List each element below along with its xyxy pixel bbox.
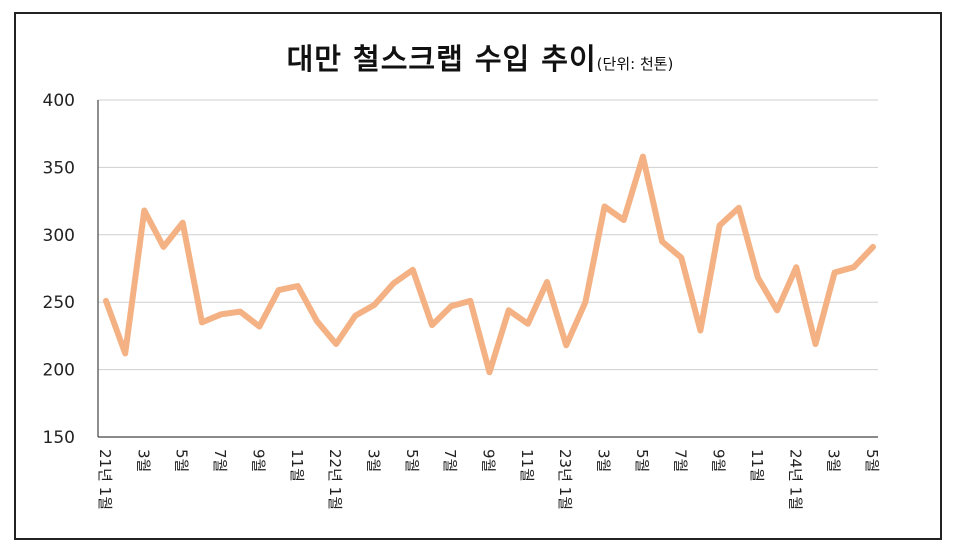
x-tick-label: 21년 1월: [96, 449, 114, 510]
data-point: [391, 280, 397, 286]
data-point: [697, 328, 703, 334]
data-point: [295, 283, 301, 289]
data-point: [870, 244, 876, 250]
x-tick-label: 24년 1월: [786, 449, 804, 510]
data-point: [851, 264, 857, 270]
data-point: [563, 342, 569, 348]
x-tick-label: 7월: [671, 449, 689, 472]
x-tick-label: 9월: [710, 449, 728, 472]
data-point: [352, 313, 358, 319]
y-tick-label: 250: [43, 293, 75, 313]
data-point: [161, 244, 167, 250]
x-tick-label: 11월: [288, 449, 306, 482]
x-tick-label: 3월: [364, 449, 382, 472]
data-point: [429, 322, 435, 328]
data-point: [774, 307, 780, 313]
data-point: [582, 299, 588, 305]
data-point: [467, 298, 473, 304]
x-tick-label: 3월: [595, 449, 613, 472]
x-tick-label: 3월: [134, 449, 152, 472]
data-point: [793, 264, 799, 270]
data-point: [812, 341, 818, 347]
data-point: [621, 217, 627, 223]
data-point: [544, 279, 550, 285]
x-tick-label: 5월: [863, 449, 881, 472]
data-point: [103, 298, 109, 304]
data-point: [276, 287, 282, 293]
data-point: [180, 220, 186, 226]
data-point: [448, 303, 454, 309]
chart-title: 대만 철스크랩 수입 추이(단위: 천톤): [0, 36, 960, 78]
x-tick-label: 9월: [249, 449, 267, 472]
chart-title-text: 대만 철스크랩 수입 추이: [286, 42, 597, 76]
data-point: [410, 267, 416, 273]
data-point: [832, 270, 838, 276]
data-point: [256, 323, 262, 329]
data-point: [237, 309, 243, 315]
data-point: [525, 321, 531, 327]
x-tick-label: 7월: [211, 449, 229, 472]
x-tick-label: 5월: [633, 449, 651, 472]
data-point: [141, 208, 147, 214]
data-point: [640, 154, 646, 160]
y-tick-label: 150: [43, 428, 75, 448]
data-point: [678, 255, 684, 261]
y-tick-label: 300: [43, 226, 75, 246]
data-point: [122, 350, 128, 356]
data-point: [506, 307, 512, 313]
data-point: [487, 369, 493, 375]
y-tick-label: 200: [43, 361, 75, 381]
x-tick-label: 3월: [825, 449, 843, 472]
x-tick-label: 23년 1월: [556, 449, 574, 510]
data-point: [314, 318, 320, 324]
y-tick-label: 400: [43, 91, 75, 111]
chart-unit-label: (단위: 천톤): [596, 55, 674, 73]
data-point: [736, 205, 742, 211]
data-point: [755, 275, 761, 281]
x-tick-label: 22년 1월: [326, 449, 344, 510]
data-point: [717, 222, 723, 228]
data-point: [371, 302, 377, 308]
x-tick-label: 5월: [173, 449, 191, 472]
x-tick-label: 5월: [403, 449, 421, 472]
x-tick-label: 9월: [480, 449, 498, 472]
data-point: [602, 203, 608, 209]
data-point: [333, 341, 339, 347]
x-tick-label: 11월: [748, 449, 766, 482]
x-tick-label: 11월: [518, 449, 536, 482]
y-tick-label: 350: [43, 158, 75, 178]
x-tick-label: 7월: [441, 449, 459, 472]
data-point: [199, 319, 205, 325]
series-line: [103, 153, 876, 376]
data-point: [218, 311, 224, 317]
data-point: [659, 239, 665, 245]
